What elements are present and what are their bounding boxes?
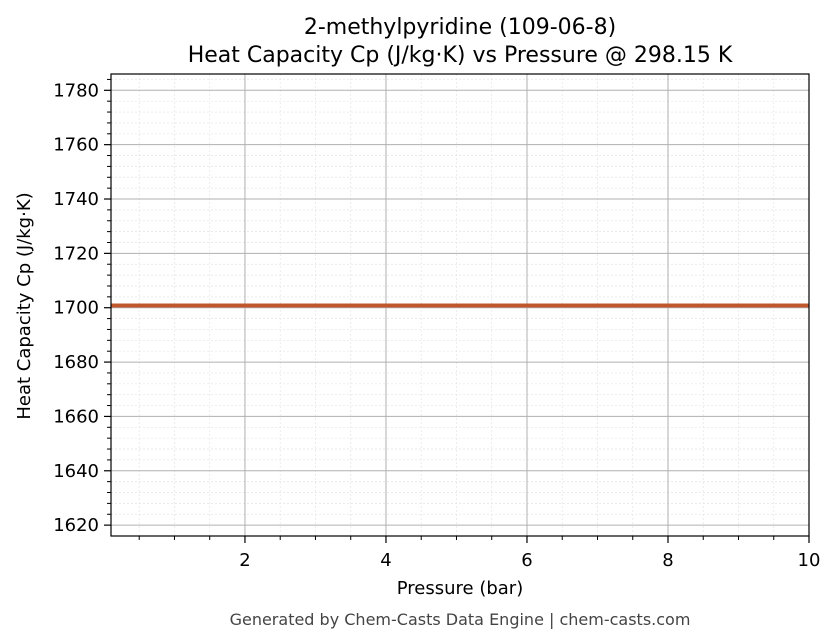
y-tick-label: 1660: [53, 406, 99, 427]
chart-subtitle: Heat Capacity Cp (J/kg·K) vs Pressure @ …: [188, 43, 733, 68]
x-axis-label: Pressure (bar): [397, 578, 523, 599]
x-tick-label: 6: [521, 550, 532, 571]
x-tick-label: 2: [239, 550, 250, 571]
x-axis-ticks: 2 4 6 8 10: [138, 536, 821, 571]
plot-area-frame: [110, 73, 810, 537]
y-tick-label: 1720: [53, 243, 99, 264]
chart-title: 2-methylpyridine (109-06-8): [304, 15, 616, 40]
x-tick-label: 4: [380, 550, 391, 571]
y-tick-label: 1620: [53, 515, 99, 536]
major-gridlines: [111, 74, 810, 536]
y-tick-label: 1740: [53, 189, 99, 210]
y-tick-label: 1760: [53, 135, 99, 156]
minor-gridlines: [111, 74, 809, 536]
footer-credit: Generated by Chem-Casts Data Engine | ch…: [230, 610, 691, 629]
x-tick-label: 8: [662, 550, 673, 571]
y-tick-label: 1780: [53, 80, 99, 101]
y-tick-label: 1700: [53, 298, 99, 319]
y-axis-ticks: 1620 1640 1660 1680 1700 1720 1740 1760 1780: [53, 78, 111, 536]
x-tick-label: 10: [798, 550, 821, 571]
y-axis-label: Heat Capacity Cp (J/kg·K): [14, 192, 35, 419]
y-tick-label: 1640: [53, 461, 99, 482]
y-tick-label: 1680: [53, 352, 99, 373]
